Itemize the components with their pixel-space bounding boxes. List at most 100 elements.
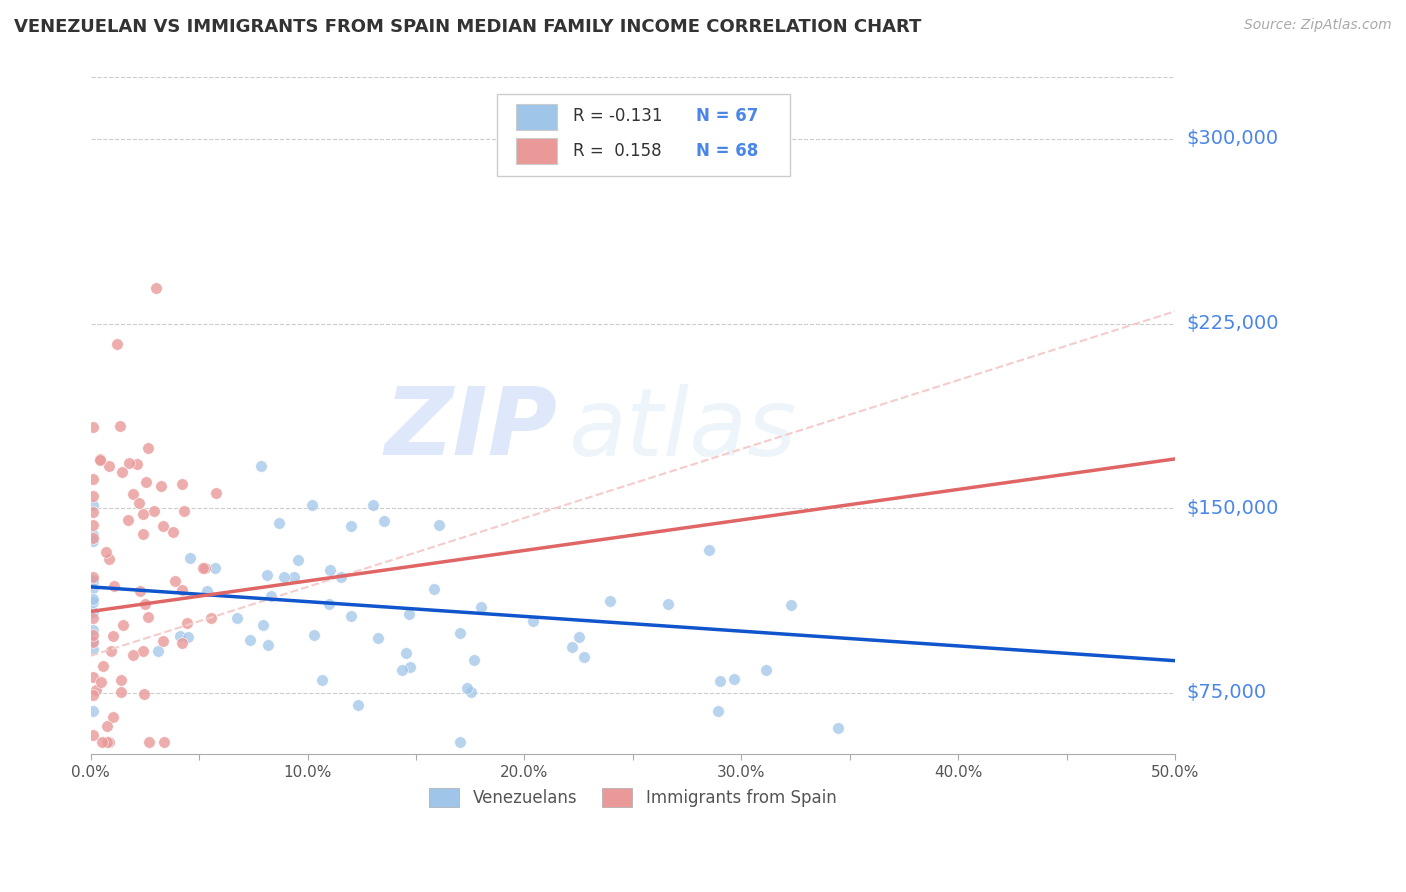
Point — [82, 472, 104, 486]
Point — [145, 280, 167, 294]
Text: N = 67: N = 67 — [696, 107, 758, 125]
Text: $150,000: $150,000 — [1187, 499, 1278, 517]
Point — [82, 533, 104, 548]
Point — [450, 735, 472, 749]
Point — [226, 610, 249, 624]
Point — [260, 589, 283, 603]
Point — [111, 465, 134, 479]
Point — [82, 420, 104, 434]
Point — [138, 735, 160, 749]
Point — [84, 683, 107, 698]
Point — [170, 477, 193, 491]
Point — [460, 685, 482, 699]
Text: $225,000: $225,000 — [1187, 314, 1278, 333]
Point — [249, 458, 271, 473]
Point — [195, 584, 218, 599]
Point — [330, 570, 353, 584]
Point — [456, 681, 478, 695]
Point — [256, 638, 278, 652]
Point — [122, 487, 145, 501]
Point — [173, 503, 195, 517]
Point — [136, 610, 159, 624]
Point — [97, 458, 120, 473]
Point — [176, 630, 198, 644]
Point — [82, 531, 104, 545]
Point — [82, 611, 104, 625]
Point — [96, 545, 118, 559]
Point — [398, 607, 420, 621]
Point — [361, 498, 384, 512]
Point — [110, 685, 132, 699]
Point — [82, 595, 104, 609]
Point — [91, 735, 114, 749]
Point — [827, 722, 849, 736]
Point — [129, 584, 152, 599]
Point — [117, 513, 139, 527]
Point — [302, 628, 325, 642]
Point — [755, 664, 778, 678]
Point — [205, 485, 228, 500]
Point — [100, 644, 122, 658]
Point — [470, 599, 492, 614]
Bar — [516, 138, 557, 164]
Point — [152, 634, 174, 648]
Point — [82, 591, 104, 606]
Point — [135, 475, 157, 490]
Point — [561, 640, 583, 655]
Point — [82, 489, 104, 503]
Point — [90, 675, 112, 690]
Point — [391, 663, 413, 677]
Point — [179, 550, 201, 565]
Point — [101, 710, 124, 724]
Point — [132, 507, 155, 521]
Text: Source: ZipAtlas.com: Source: ZipAtlas.com — [1244, 18, 1392, 32]
Point — [82, 518, 104, 533]
Point — [176, 616, 198, 631]
Legend: Venezuelans, Immigrants from Spain: Venezuelans, Immigrants from Spain — [423, 781, 844, 814]
Point — [112, 617, 135, 632]
Point — [103, 579, 125, 593]
Text: ZIP: ZIP — [384, 384, 557, 475]
Point — [163, 574, 186, 588]
Point — [125, 457, 148, 471]
Point — [105, 337, 128, 351]
Bar — [516, 103, 557, 129]
Point — [134, 597, 156, 611]
Point — [697, 543, 720, 558]
Point — [82, 605, 104, 619]
FancyBboxPatch shape — [498, 95, 790, 176]
Point — [723, 672, 745, 686]
Point — [136, 441, 159, 455]
Point — [82, 624, 104, 638]
Point — [283, 570, 305, 584]
Point — [153, 735, 176, 749]
Point — [108, 419, 131, 434]
Point — [149, 479, 172, 493]
Point — [82, 575, 104, 590]
Point — [399, 659, 422, 673]
Text: $300,000: $300,000 — [1187, 129, 1278, 148]
Point — [132, 644, 155, 658]
Point — [143, 504, 166, 518]
Point — [98, 735, 121, 749]
Point — [82, 635, 104, 649]
Point — [427, 518, 450, 533]
Point — [301, 498, 323, 512]
Point — [82, 728, 104, 742]
Point — [339, 518, 361, 533]
Point — [118, 456, 141, 470]
Point — [82, 670, 104, 684]
Point — [193, 561, 215, 575]
Point — [82, 689, 104, 703]
Point — [96, 719, 118, 733]
Point — [82, 705, 104, 719]
Point — [169, 629, 191, 643]
Point — [82, 498, 104, 512]
Point — [162, 525, 184, 540]
Point — [93, 658, 115, 673]
Text: $75,000: $75,000 — [1187, 683, 1265, 702]
Point — [373, 514, 395, 528]
Point — [134, 687, 156, 701]
Point — [780, 598, 803, 612]
Point — [572, 649, 595, 664]
